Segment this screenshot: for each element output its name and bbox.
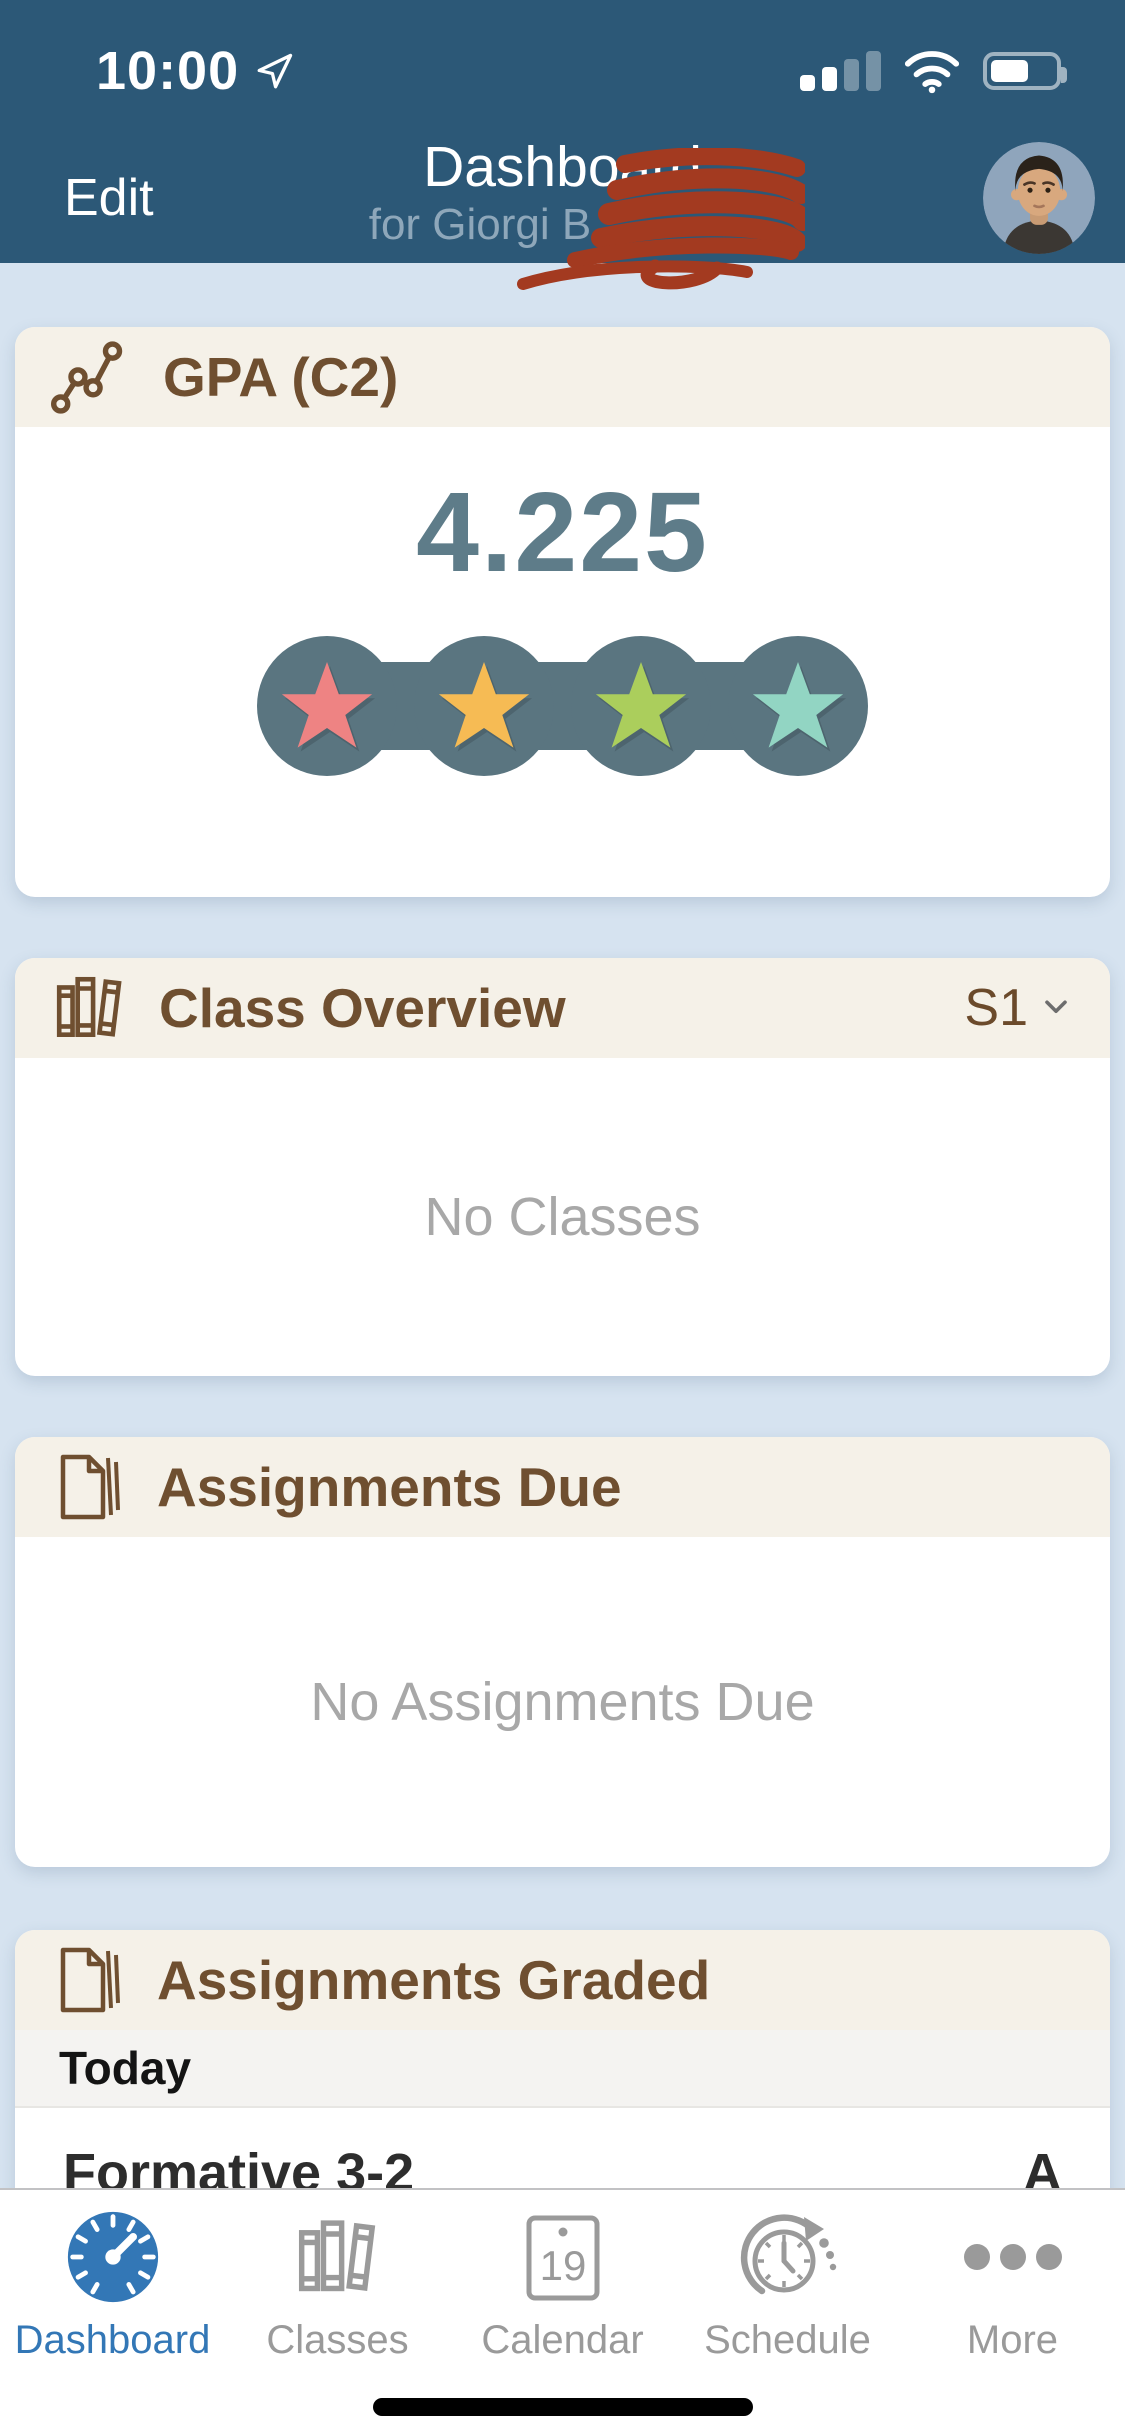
line-chart-icon — [51, 336, 133, 418]
schedule-icon — [736, 2204, 840, 2310]
class-overview-header: Class Overview S1 — [15, 958, 1110, 1058]
tab-label: More — [966, 2318, 1059, 2362]
status-bar: 10:00 — [0, 0, 1125, 132]
svg-text:19: 19 — [539, 2242, 586, 2289]
assignments-due-title: Assignments Due — [157, 1456, 622, 1518]
star-green — [571, 636, 711, 776]
chevron-down-icon — [1038, 988, 1074, 1029]
pages-icon — [51, 1449, 127, 1525]
gpa-card: GPA (C2) 4.225 — [15, 327, 1110, 897]
battery-icon — [983, 52, 1067, 90]
home-indicator[interactable] — [372, 2398, 753, 2416]
gpa-star-rating — [257, 631, 868, 781]
gpa-card-header: GPA (C2) — [15, 327, 1110, 427]
term-selector[interactable]: S1 — [964, 978, 1074, 1038]
tab-bar: Dashboard Classes 19 Calendar Schedule More — [0, 2188, 1125, 2436]
assignments-due-header: Assignments Due — [15, 1437, 1110, 1537]
class-overview-title: Class Overview — [159, 977, 566, 1039]
tab-label: Dashboard — [14, 2318, 211, 2362]
books-icon — [51, 969, 129, 1047]
page-title: Dashboard — [423, 135, 702, 199]
wifi-icon — [903, 49, 961, 94]
tab-dashboard[interactable]: Dashboard — [0, 2190, 225, 2436]
gpa-card-body: 4.225 — [15, 427, 1110, 897]
class-overview-card: Class Overview S1 No Classes — [15, 958, 1110, 1376]
tab-label: Schedule — [704, 2318, 871, 2362]
cellular-signal-icon — [800, 51, 881, 91]
tab-schedule[interactable]: Schedule — [675, 2190, 900, 2436]
no-classes-message: No Classes — [424, 1187, 701, 1247]
star-track — [327, 662, 798, 750]
star-teal — [728, 636, 868, 776]
signal-bar — [822, 67, 837, 91]
tab-classes[interactable]: Classes — [225, 2190, 450, 2436]
assignments-graded-title: Assignments Graded — [157, 1949, 711, 2011]
graded-section-header: Today — [15, 2030, 1110, 2108]
location-arrow-icon — [253, 49, 297, 93]
star-red — [257, 636, 397, 776]
calendar-icon: 19 — [521, 2204, 605, 2310]
pages-icon — [51, 1942, 127, 2018]
signal-bar — [800, 75, 815, 91]
gpa-card-title: GPA (C2) — [163, 346, 399, 408]
edit-button[interactable]: Edit — [64, 168, 154, 227]
gpa-value: 4.225 — [416, 469, 709, 595]
tab-calendar[interactable]: 19 Calendar — [450, 2190, 675, 2436]
clock-time: 10:00 — [96, 41, 240, 101]
books-icon — [292, 2204, 384, 2310]
tab-label: Classes — [266, 2318, 409, 2362]
gauge-icon — [65, 2204, 161, 2310]
nav-bar: Edit Dashboard for Giorgi B — [0, 132, 1125, 263]
no-assignments-message: No Assignments Due — [310, 1672, 815, 1732]
tab-more[interactable]: More — [900, 2190, 1125, 2436]
signal-bar — [844, 59, 859, 91]
dashboard-content: GPA (C2) 4.225 — [0, 327, 1125, 2238]
term-selector-value: S1 — [964, 979, 1028, 1037]
student-avatar[interactable] — [983, 141, 1095, 254]
signal-bar — [866, 51, 881, 91]
tab-label: Calendar — [481, 2318, 644, 2362]
assignments-due-card: Assignments Due No Assignments Due — [15, 1437, 1110, 1867]
page-subtitle: for Giorgi B — [368, 200, 592, 249]
assignments-graded-header: Assignments Graded — [15, 1930, 1110, 2030]
star-orange — [414, 636, 554, 776]
more-icon — [961, 2204, 1065, 2310]
